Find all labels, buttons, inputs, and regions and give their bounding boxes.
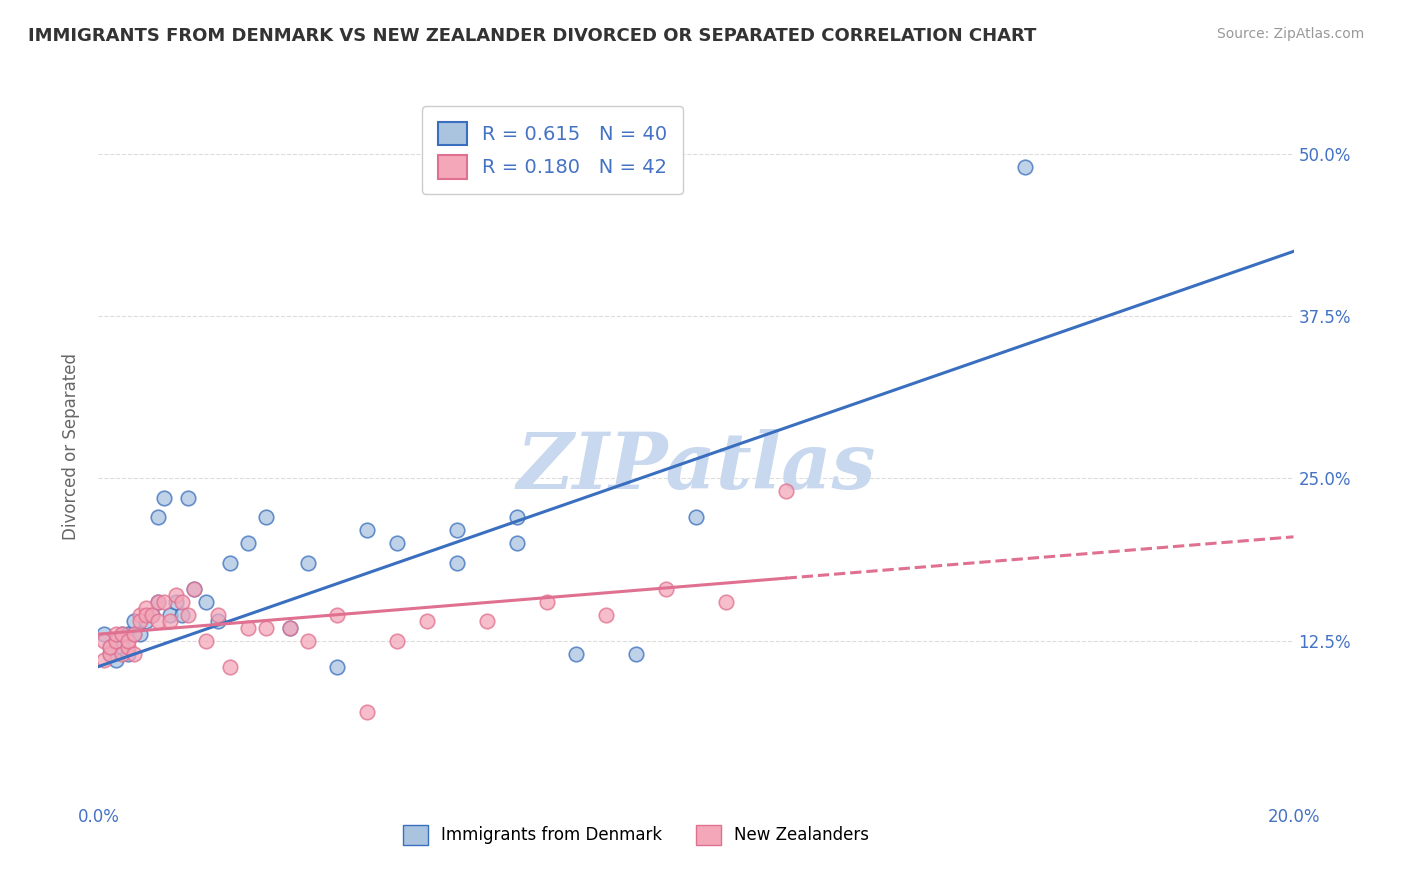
Point [506, 510, 529, 524]
Point [685, 510, 707, 524]
Legend: Immigrants from Denmark, New Zealanders: Immigrants from Denmark, New Zealanders [396, 818, 876, 852]
Point [297, 556, 319, 570]
Point [595, 607, 617, 622]
Point [148, 595, 170, 609]
Point [278, 621, 301, 635]
Text: Source: ZipAtlas.com: Source: ZipAtlas.com [1216, 27, 1364, 41]
Point [446, 524, 468, 538]
Point [148, 595, 170, 609]
Point [105, 633, 128, 648]
Point [148, 614, 170, 628]
Point [297, 633, 319, 648]
Y-axis label: Divorced or Separated: Divorced or Separated [62, 352, 80, 540]
Point [135, 601, 157, 615]
Point [141, 607, 163, 622]
Point [98, 647, 122, 661]
Point [93, 633, 115, 648]
Point [446, 556, 468, 570]
Point [236, 536, 259, 550]
Point [129, 614, 152, 628]
Point [124, 627, 146, 641]
Point [98, 640, 122, 654]
Point [416, 614, 439, 628]
Point [278, 621, 301, 635]
Point [254, 510, 277, 524]
Point [172, 607, 194, 622]
Point [159, 614, 181, 628]
Point [219, 659, 242, 673]
Point [117, 627, 139, 641]
Point [165, 595, 187, 609]
Point [183, 582, 205, 596]
Point [1014, 160, 1036, 174]
Point [254, 621, 277, 635]
Point [105, 627, 128, 641]
Point [153, 491, 176, 505]
Text: ZIPatlas: ZIPatlas [516, 429, 876, 506]
Point [117, 633, 139, 648]
Point [135, 614, 157, 628]
Point [117, 647, 139, 661]
Point [326, 659, 349, 673]
Point [506, 536, 529, 550]
Point [129, 627, 152, 641]
Point [714, 595, 737, 609]
Point [385, 536, 409, 550]
Point [195, 595, 218, 609]
Point [326, 607, 349, 622]
Point [153, 595, 176, 609]
Point [385, 633, 409, 648]
Point [177, 491, 200, 505]
Point [165, 588, 187, 602]
Point [93, 627, 115, 641]
Text: IMMIGRANTS FROM DENMARK VS NEW ZEALANDER DIVORCED OR SEPARATED CORRELATION CHART: IMMIGRANTS FROM DENMARK VS NEW ZEALANDER… [28, 27, 1036, 45]
Point [129, 607, 152, 622]
Point [124, 614, 146, 628]
Point [135, 607, 157, 622]
Point [195, 633, 218, 648]
Point [111, 647, 134, 661]
Point [111, 640, 134, 654]
Point [124, 627, 146, 641]
Point [124, 647, 146, 661]
Point [93, 653, 115, 667]
Point [105, 633, 128, 648]
Point [172, 595, 194, 609]
Point [775, 484, 797, 499]
Point [356, 705, 378, 719]
Point [141, 607, 163, 622]
Point [536, 595, 558, 609]
Point [117, 640, 139, 654]
Point [207, 607, 229, 622]
Point [105, 653, 128, 667]
Point [219, 556, 242, 570]
Point [177, 607, 200, 622]
Point [159, 607, 181, 622]
Point [207, 614, 229, 628]
Point [655, 582, 678, 596]
Point [98, 640, 122, 654]
Point [565, 647, 588, 661]
Point [236, 621, 259, 635]
Point [356, 524, 378, 538]
Point [98, 647, 122, 661]
Point [111, 627, 134, 641]
Point [626, 647, 648, 661]
Point [475, 614, 498, 628]
Point [148, 510, 170, 524]
Point [183, 582, 205, 596]
Point [111, 627, 134, 641]
